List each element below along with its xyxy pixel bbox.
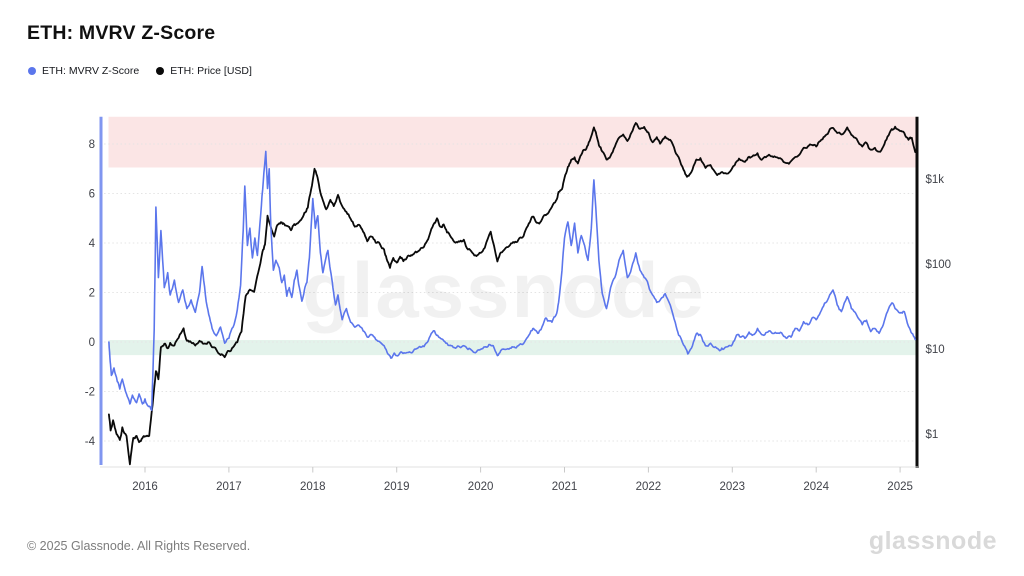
x-tick-label: 2017 bbox=[216, 481, 242, 493]
left-axis-tick-label: 6 bbox=[89, 189, 95, 201]
x-tick-label: 2023 bbox=[720, 481, 746, 493]
copyright-text: © 2025 Glassnode. All Rights Reserved. bbox=[27, 539, 251, 553]
series-line-eth-price bbox=[108, 122, 917, 466]
x-tick-label: 2024 bbox=[803, 481, 829, 493]
x-tick-label: 2018 bbox=[300, 481, 326, 493]
legend-label-eth-price: ETH: Price [USD] bbox=[170, 65, 252, 77]
right-axis-tick-label: $10 bbox=[926, 344, 945, 356]
right-axis-tick-label: $1k bbox=[926, 174, 945, 186]
x-tick-label: 2022 bbox=[636, 481, 662, 493]
watermark-text: glassnode bbox=[302, 246, 706, 334]
right-axis-tick-label: $100 bbox=[926, 259, 952, 271]
left-axis-tick-label: -4 bbox=[85, 436, 96, 448]
x-tick-label: 2019 bbox=[384, 481, 410, 493]
band-overvalued-zone bbox=[108, 116, 917, 168]
legend-swatch-black-dot-icon bbox=[156, 67, 165, 75]
x-tick-label: 2016 bbox=[132, 481, 158, 493]
left-axis-tick-label: 0 bbox=[89, 337, 95, 349]
left-axis-tick-label: 4 bbox=[89, 238, 96, 250]
legend-swatch-blue-dot-icon bbox=[28, 67, 36, 75]
series-line-mvrv-zscore bbox=[108, 150, 916, 411]
left-axis-tick-label: 2 bbox=[89, 288, 95, 300]
left-axis-tick-label: 8 bbox=[89, 139, 95, 151]
x-tick-label: 2020 bbox=[468, 481, 494, 493]
legend-item-eth-price[interactable]: ETH: Price [USD] bbox=[156, 65, 252, 77]
glassnode-logo: glassnode bbox=[868, 527, 997, 555]
legend-label-mvrv-zscore: ETH: MVRV Z-Score bbox=[42, 65, 140, 77]
legend-item-mvrv-zscore[interactable]: ETH: MVRV Z-Score bbox=[28, 65, 139, 77]
x-tick-label: 2025 bbox=[887, 481, 913, 493]
x-tick-label: 2021 bbox=[552, 481, 578, 493]
left-axis-tick-label: -2 bbox=[85, 387, 95, 399]
right-axis-tick-label: $1 bbox=[926, 429, 939, 441]
page-title: ETH: MVRV Z-Score bbox=[27, 22, 216, 44]
chart-legend: ETH: MVRV Z-Score ETH: Price [USD] bbox=[28, 65, 252, 77]
